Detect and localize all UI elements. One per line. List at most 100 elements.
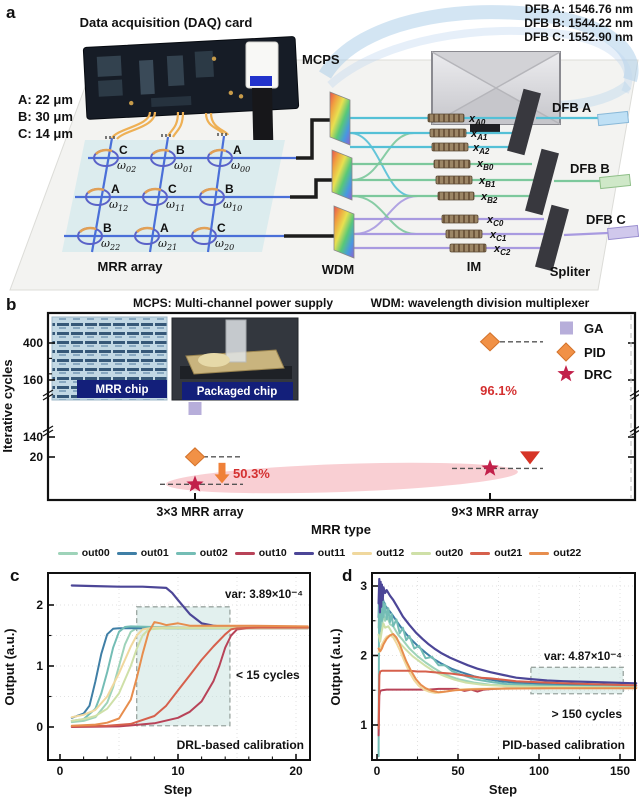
legend-item-out11: out11: [293, 547, 345, 559]
dfb-port-b: DFB B: [570, 161, 610, 176]
dfb-port-c: DFB C: [586, 212, 626, 227]
panel-d-cycles-annotation: > 150 cycles: [552, 707, 623, 721]
svg-text:A: A: [160, 221, 169, 235]
legend-label-pid: PID: [584, 345, 606, 360]
legend-swatch: [293, 551, 314, 555]
panel-c-ylabel: Output (a.u.): [2, 628, 17, 705]
dfb-b-box: [599, 173, 632, 190]
legend-label: out21: [494, 547, 523, 559]
svg-text:ω11: ω11: [166, 198, 185, 213]
inset-mrr-chip-caption: MRR chip: [95, 384, 148, 396]
panel-c-chart: 0 10 20 0 1 2 c Output (a.u.) Step var: 3.89×…: [2, 566, 311, 797]
svg-text:B: B: [176, 143, 185, 157]
marker-DRC: [186, 475, 204, 492]
svg-text:xA0: xA0: [468, 113, 486, 127]
gap-line-c: C: 14 μm: [18, 126, 73, 141]
svg-text:C: C: [119, 143, 128, 157]
legend-out-channels: out00 out01 out02 out10 out11 out12 out20 out21…: [0, 542, 639, 564]
legend-item-out02: out02: [175, 547, 228, 559]
im-label: IM: [467, 259, 481, 274]
legend-marker-drc: [557, 365, 575, 382]
dfb-info-a: DFB A: 1546.76 nm: [525, 2, 633, 16]
caption-wdm: WDM: wavelength division multiplexer: [371, 296, 590, 310]
panel-c-xlabel: Step: [164, 782, 192, 797]
svg-text:ω10: ω10: [223, 198, 242, 213]
row-connectors: [284, 118, 335, 238]
daq-title: Data acquisition (DAQ) card: [80, 15, 253, 30]
inset-packaged-chip: Packaged chip: [171, 317, 299, 401]
legend-item-out12: out12: [352, 547, 404, 559]
legend-item-out22: out22: [529, 547, 581, 559]
y-tick-label: 20: [30, 450, 44, 464]
svg-text:xB1: xB1: [478, 175, 496, 189]
y-tick-label: 140: [23, 430, 43, 444]
gap-line-b: B: 30 μm: [18, 109, 73, 124]
legend-label-ga: GA: [584, 321, 604, 336]
svg-text:xC0: xC0: [486, 214, 504, 228]
mrr-array-label: MRR array: [97, 259, 163, 274]
panel-c-method-annotation: DRL-based calibration: [177, 738, 304, 752]
legend-swatch: [352, 551, 373, 555]
series-line-out20: [70, 627, 309, 722]
dfb-c-box: [607, 224, 639, 241]
svg-text:ω00: ω00: [231, 159, 250, 174]
dfb-info-c: DFB C: 1552.90 nm: [524, 30, 633, 44]
mcps-label: MCPS: [302, 52, 340, 67]
panel-c-label: c: [10, 566, 19, 585]
svg-text:ω12: ω12: [109, 198, 128, 213]
legend-swatch: [234, 551, 255, 555]
legend-swatch: [470, 551, 491, 555]
series-line-out21: [70, 626, 309, 728]
svg-text:ω02: ω02: [117, 159, 136, 174]
marker-DRC: [481, 459, 499, 476]
legend-label: out22: [553, 547, 582, 559]
y-tick-label: 0: [36, 720, 43, 734]
legend-label: out00: [81, 547, 110, 559]
svg-text:xA2: xA2: [472, 142, 490, 156]
series-line-out22: [70, 621, 309, 727]
caption-mcps: MCPS: Multi-channel power supply: [133, 296, 333, 310]
drc-highlight-ellipse: [166, 462, 518, 494]
reduction-label-9x3: 96.1%: [480, 383, 517, 398]
svg-text:C: C: [168, 182, 177, 196]
dfb-a-box: [597, 110, 630, 127]
plot-background: [372, 573, 635, 760]
y-tick-label: 1: [36, 659, 43, 673]
marker-GA: [188, 402, 202, 415]
panel-d-label: d: [342, 566, 352, 585]
legend-marker-ga: [560, 321, 573, 335]
svg-text:ω22: ω22: [101, 237, 120, 252]
legend-item-out20: out20: [411, 547, 463, 559]
heater-wires: [111, 111, 230, 140]
marker-PID: [184, 447, 206, 467]
x-tick-label: 10: [171, 764, 185, 778]
legend-swatch: [529, 551, 550, 555]
marker-PID: [479, 332, 501, 352]
svg-text:xC1: xC1: [489, 229, 507, 243]
panel-d-plot-layer: 0 50 100 150 1 2 3: [360, 572, 638, 778]
x-tick-label: 100: [529, 764, 549, 778]
plot-background: [48, 573, 310, 760]
svg-text:B: B: [103, 221, 112, 235]
x-tick-label: 0: [57, 764, 64, 778]
dfb-c-line: [563, 231, 609, 237]
y-tick-label: 400: [23, 336, 43, 350]
x-tick-label: 150: [610, 764, 630, 778]
plot-frame: [46, 311, 637, 502]
x-category-label: 9×3 MRR array: [451, 505, 538, 519]
x-category-label: 3×3 MRR array: [156, 505, 243, 519]
legend-swatch: [116, 551, 137, 555]
x-tick-label: 20: [289, 764, 303, 778]
svg-text:ω01: ω01: [174, 159, 193, 174]
legend-label-drc: DRC: [584, 367, 613, 382]
legend-label: out10: [258, 547, 287, 559]
y-tick-label: 2: [360, 649, 367, 663]
